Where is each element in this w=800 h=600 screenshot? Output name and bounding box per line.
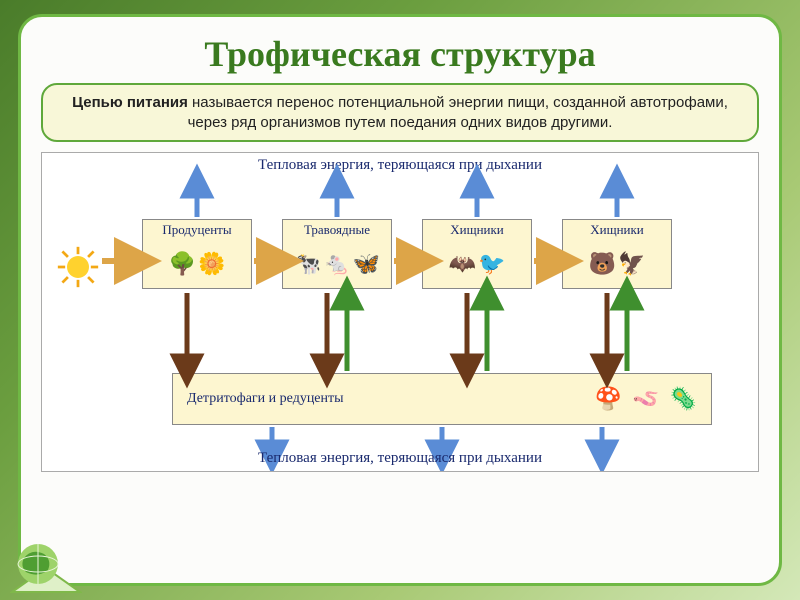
- definition-box: Цепью питания называется перенос потенци…: [41, 83, 759, 142]
- trophic-node-0: Продуценты🌳🌼: [142, 219, 252, 289]
- definition-term: Цепью питания: [72, 94, 188, 111]
- detritivores-art: 🍄🪱🦠: [595, 386, 697, 412]
- trophic-node-art: 🐻🦅: [563, 240, 671, 288]
- trophic-node-label: Продуценты: [143, 220, 251, 240]
- detritivores-box: Детритофаги и редуценты 🍄🪱🦠: [172, 373, 712, 425]
- definition-text: называется перенос потенциальной энергии…: [188, 94, 728, 131]
- heat-loss-label-bottom: Тепловая энергия, теряющаяся при дыхании: [258, 450, 542, 467]
- heat-loss-label-top: Тепловая энергия, теряющаяся при дыхании: [258, 157, 542, 174]
- trophic-node-art: 🌳🌼: [143, 240, 251, 288]
- slide-frame: Трофическая структура Цепью питания назы…: [18, 14, 782, 586]
- sun-icon: [56, 245, 100, 289]
- food-chain-diagram: Тепловая энергия, теряющаяся при дыхании…: [41, 152, 759, 472]
- trophic-node-3: Хищники🐻🦅: [562, 219, 672, 289]
- trophic-node-label: Травоядные: [283, 220, 391, 240]
- page-title: Трофическая структура: [41, 33, 759, 75]
- trophic-node-1: Травоядные🐄🐁🦋: [282, 219, 392, 289]
- trophic-node-art: 🦇🐦: [423, 240, 531, 288]
- trophic-node-2: Хищники🦇🐦: [422, 219, 532, 289]
- globe-envelope-icon: [10, 536, 82, 594]
- trophic-node-art: 🐄🐁🦋: [283, 240, 391, 288]
- detritivores-label: Детритофаги и редуценты: [187, 391, 555, 407]
- trophic-node-label: Хищники: [563, 220, 671, 240]
- trophic-node-label: Хищники: [423, 220, 531, 240]
